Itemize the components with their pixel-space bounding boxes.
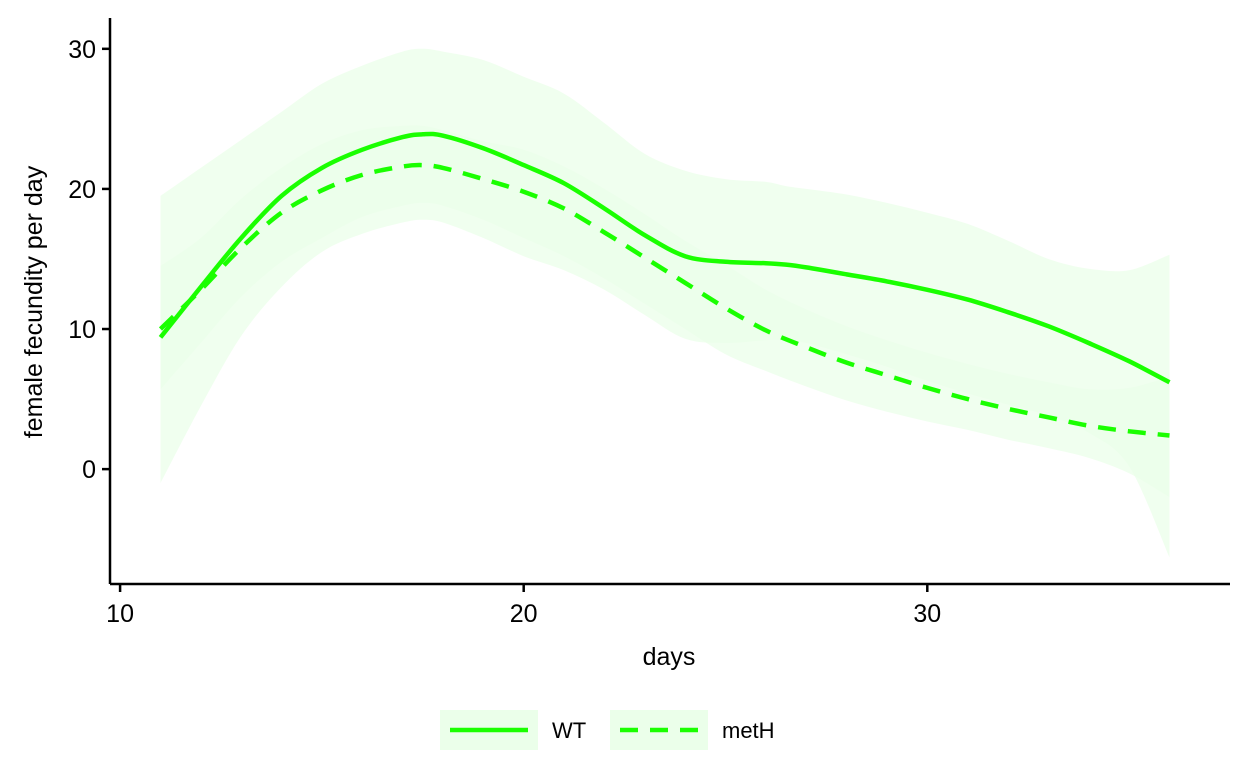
x-ticks: 10 20 30 [106,584,941,628]
legend-item-wt: WT [440,710,586,750]
series-line-wt [158,131,1171,385]
legend-label: metH [722,718,775,743]
y-tick-label: 20 [68,176,96,204]
y-tick-label: 30 [68,36,96,64]
x-axis-title: days [643,643,696,671]
y-axis-title: female fecundity per day [20,165,48,438]
legend: WT metH [440,710,775,750]
y-ticks: 0 10 20 30 [68,36,110,484]
x-tick-label: 30 [913,600,941,628]
confidence-bands [160,48,1170,558]
axes [108,18,1230,586]
y-tick-label: 10 [68,316,96,344]
x-tick-label: 20 [510,600,538,628]
series-line-meth [158,162,1170,438]
legend-item-meth: metH [610,710,775,750]
legend-label: WT [552,718,586,743]
confidence-band-meth [160,125,1170,498]
x-tick-label: 10 [106,600,134,628]
y-tick-label: 0 [82,456,96,484]
series-lines [158,131,1171,438]
